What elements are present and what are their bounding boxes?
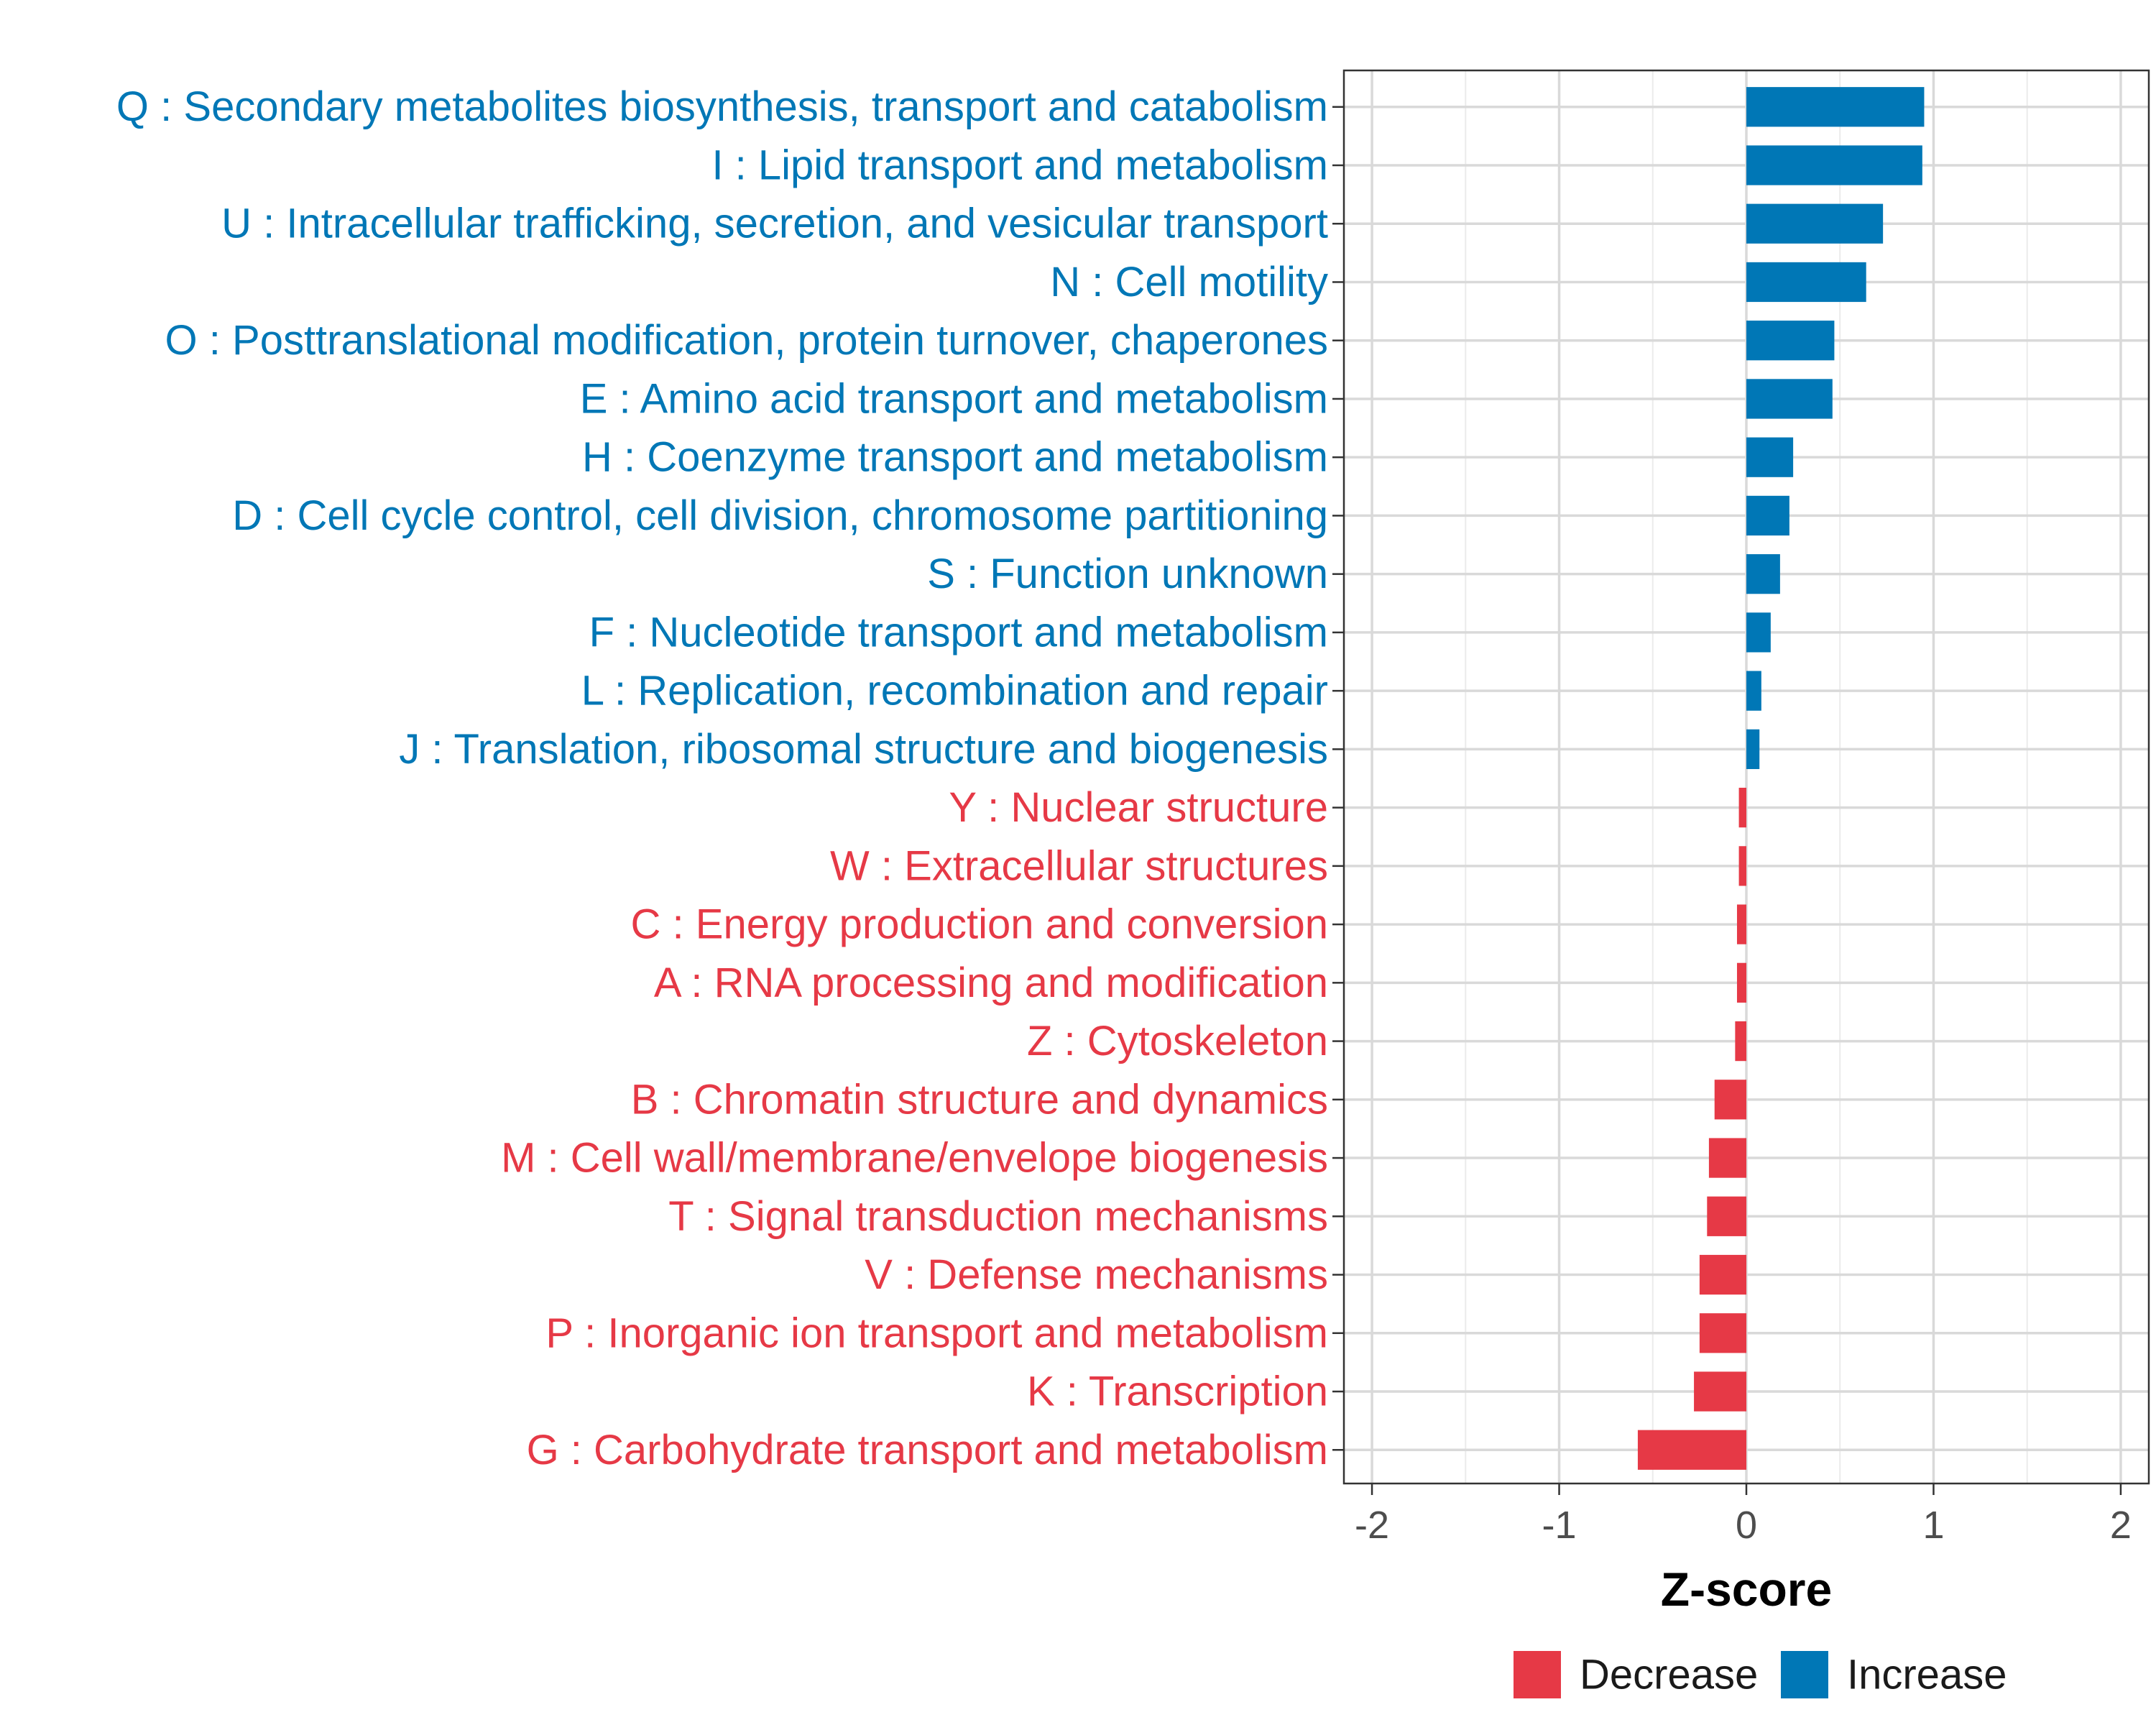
y-axis-ticks xyxy=(1332,106,1344,1451)
category-label: N : Cell motility xyxy=(1050,259,1328,305)
x-tick-label: 1 xyxy=(1922,1504,1944,1547)
x-tick-label: 0 xyxy=(1736,1504,1757,1547)
category-label: F : Nucleotide transport and metabolism xyxy=(589,609,1328,656)
category-label: W : Extracellular structures xyxy=(830,842,1328,889)
x-tick-label: -1 xyxy=(1542,1504,1577,1547)
category-label: M : Cell wall/membrane/envelope biogenes… xyxy=(501,1135,1328,1182)
category-label: E : Amino acid transport and metabolism xyxy=(580,375,1328,422)
bar xyxy=(1738,846,1746,886)
category-label: Z : Cytoskeleton xyxy=(1027,1018,1328,1064)
bar xyxy=(1746,203,1884,244)
category-label: Q : Secondary metabolites biosynthesis, … xyxy=(116,83,1328,130)
legend: Decrease Increase xyxy=(1514,1651,2007,1698)
category-label: G : Carbohydrate transport and metabolis… xyxy=(527,1427,1328,1473)
category-label: S : Function unknown xyxy=(927,551,1328,597)
legend-label: Increase xyxy=(1847,1652,2007,1698)
category-label: B : Chromatin structure and dynamics xyxy=(631,1076,1328,1123)
legend-swatch xyxy=(1781,1651,1828,1698)
x-tick-label: -2 xyxy=(1355,1504,1389,1547)
category-label: O : Posttranslational modification, prot… xyxy=(165,317,1328,364)
category-label: C : Energy production and conversion xyxy=(631,901,1328,948)
category-label: I : Lipid transport and metabolism xyxy=(711,142,1328,188)
x-axis-title: Z-score xyxy=(1661,1563,1832,1616)
category-label: K : Transcription xyxy=(1027,1368,1328,1415)
bar xyxy=(1746,87,1925,127)
bar xyxy=(1746,612,1771,653)
bar xyxy=(1707,1196,1746,1236)
category-label: V : Defense mechanisms xyxy=(865,1251,1328,1298)
bar xyxy=(1736,962,1746,1003)
category-label: Y : Nuclear structure xyxy=(949,784,1328,831)
y-axis-labels: Q : Secondary metabolites biosynthesis, … xyxy=(116,83,1328,1473)
bar xyxy=(1746,495,1789,536)
category-label: P : Inorganic ion transport and metaboli… xyxy=(545,1310,1328,1356)
category-label: L : Replication, recombination and repai… xyxy=(581,668,1328,714)
bar xyxy=(1738,787,1746,828)
bar xyxy=(1735,1021,1746,1062)
category-label: T : Signal transduction mechanisms xyxy=(668,1193,1328,1240)
legend-swatch xyxy=(1514,1651,1561,1698)
category-label: J : Translation, ribosomal structure and… xyxy=(399,726,1328,773)
bar xyxy=(1736,904,1746,944)
category-label: U : Intracellular trafficking, secretion… xyxy=(221,201,1328,247)
bar xyxy=(1746,379,1833,419)
category-label: D : Cell cycle control, cell division, c… xyxy=(232,492,1328,539)
bar xyxy=(1746,729,1760,770)
bar xyxy=(1637,1430,1746,1470)
bar xyxy=(1699,1313,1746,1353)
bar xyxy=(1694,1371,1746,1412)
category-label: A : RNA processing and modification xyxy=(654,960,1328,1006)
bar xyxy=(1746,321,1835,361)
bar xyxy=(1699,1254,1746,1295)
bar xyxy=(1746,262,1866,303)
x-tick-label: 2 xyxy=(2110,1504,2132,1547)
x-axis-ticks: -2 -1 0 1 2 xyxy=(1355,1484,2132,1547)
bar xyxy=(1714,1080,1746,1120)
bar xyxy=(1746,145,1922,185)
bar xyxy=(1746,671,1761,711)
bars xyxy=(1637,87,1925,1470)
legend-label: Decrease xyxy=(1580,1652,1758,1698)
category-label: H : Coenzyme transport and metabolism xyxy=(582,434,1328,481)
bar xyxy=(1746,437,1794,477)
bar xyxy=(1708,1138,1746,1178)
bar xyxy=(1746,554,1780,594)
